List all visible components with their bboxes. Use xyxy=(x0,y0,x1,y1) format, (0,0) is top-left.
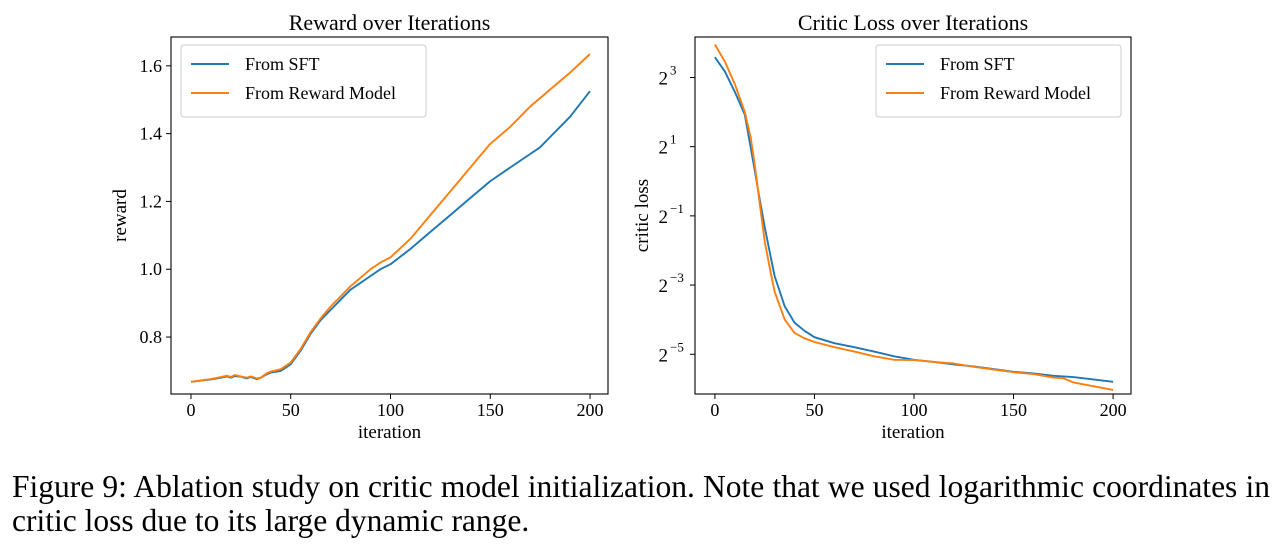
plot-frame xyxy=(170,36,609,395)
x-axis-label: iteration xyxy=(358,422,422,443)
x-tick-label: 200 xyxy=(1100,400,1127,420)
chart-title: Critic Loss over Iterations xyxy=(798,10,1028,35)
y-tick-label: 2 xyxy=(659,138,669,159)
y-tick-label: 2 xyxy=(659,68,669,89)
x-tick-label: 200 xyxy=(577,400,604,420)
y-tick-label: 2 xyxy=(659,345,669,366)
critic-loss-chart: Critic Loss over Iterations 0 50 100 150 200 2… xyxy=(632,10,1132,443)
legend-label: From SFT xyxy=(245,54,320,74)
x-tick-label: 150 xyxy=(477,400,504,420)
series-line-from-reward-model xyxy=(190,53,591,383)
y-tick-exponent: −5 xyxy=(670,339,684,354)
legend-label: From SFT xyxy=(940,54,1015,74)
x-tick-label: 150 xyxy=(1000,400,1027,420)
plot-frame xyxy=(694,36,1132,395)
y-axis-label: critic loss xyxy=(632,179,653,252)
figure-caption: Figure 9: Ablation study on critic model… xyxy=(12,469,1270,538)
y-tick-label: 2 xyxy=(659,276,669,297)
x-tick-label: 100 xyxy=(377,400,404,420)
y-tick-exponent: 3 xyxy=(670,62,677,77)
series-line-from-reward-model xyxy=(714,44,1114,391)
legend-label: From Reward Model xyxy=(940,83,1091,103)
x-tick-label: 50 xyxy=(282,400,300,420)
legend-label: From Reward Model xyxy=(245,83,396,103)
legend-box xyxy=(875,44,1122,118)
y-tick-label: 1.0 xyxy=(140,259,163,279)
x-tick-label: 50 xyxy=(805,400,823,420)
x-axis-label: iteration xyxy=(881,422,945,443)
chart-title: Reward over Iterations xyxy=(289,10,491,35)
y-tick-label: 1.6 xyxy=(140,56,163,76)
x-tick-label: 100 xyxy=(900,400,927,420)
y-tick-label: 1.4 xyxy=(140,124,163,144)
legend-box xyxy=(180,44,427,118)
y-tick-exponent: −1 xyxy=(670,201,684,216)
x-tick-label: 0 xyxy=(710,400,719,420)
y-axis-label: reward xyxy=(110,189,131,242)
y-tick-label: 1.2 xyxy=(140,191,163,211)
x-tick-label: 0 xyxy=(186,400,195,420)
series-line-from-sft xyxy=(190,90,591,383)
y-tick-label: 2 xyxy=(659,207,669,228)
y-tick-label: 0.8 xyxy=(140,327,163,347)
y-tick-exponent: −3 xyxy=(670,270,684,285)
y-tick-exponent: 1 xyxy=(670,132,677,147)
reward-chart: Reward over Iterations 0 50 100 150 200 0.8 1.0… xyxy=(110,10,609,443)
